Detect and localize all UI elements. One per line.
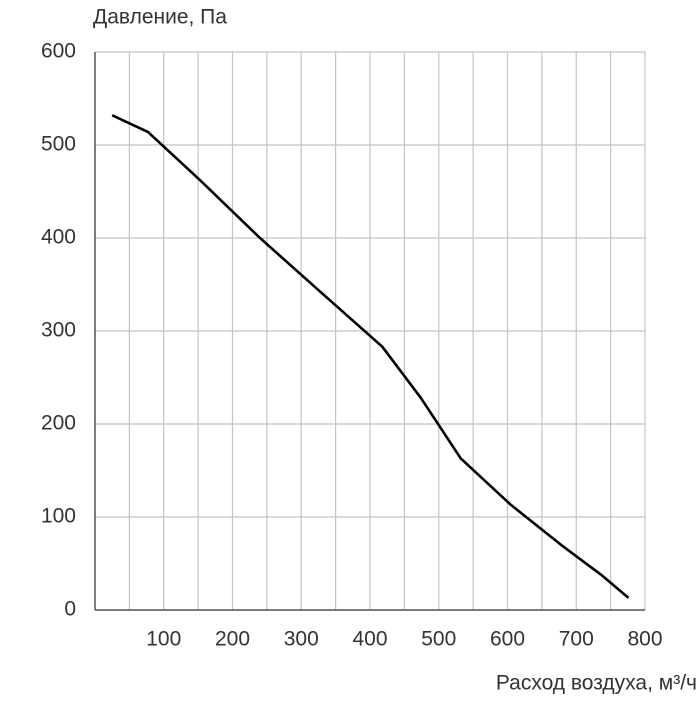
- y-tick-label: 0: [64, 598, 76, 621]
- y-tick-label: 400: [41, 226, 76, 249]
- x-axis-title: Расход воздуха, м³/ч: [496, 672, 697, 695]
- x-tick-label: 800: [627, 628, 662, 651]
- y-tick-label: 500: [41, 133, 76, 156]
- x-tick-label: 700: [559, 628, 594, 651]
- x-tick-label: 200: [215, 628, 250, 651]
- x-tick-label: 500: [421, 628, 456, 651]
- x-tick-label: 400: [352, 628, 387, 651]
- x-tick-label: 600: [490, 628, 525, 651]
- y-tick-label: 100: [41, 505, 76, 528]
- y-tick-label: 200: [41, 412, 76, 435]
- y-axis-title: Давление, Па: [93, 6, 227, 29]
- y-tick-label: 600: [41, 40, 76, 63]
- x-tick-label: 100: [146, 628, 181, 651]
- y-tick-label: 300: [41, 319, 76, 342]
- x-tick-label: 300: [284, 628, 319, 651]
- data-line: [111, 114, 630, 599]
